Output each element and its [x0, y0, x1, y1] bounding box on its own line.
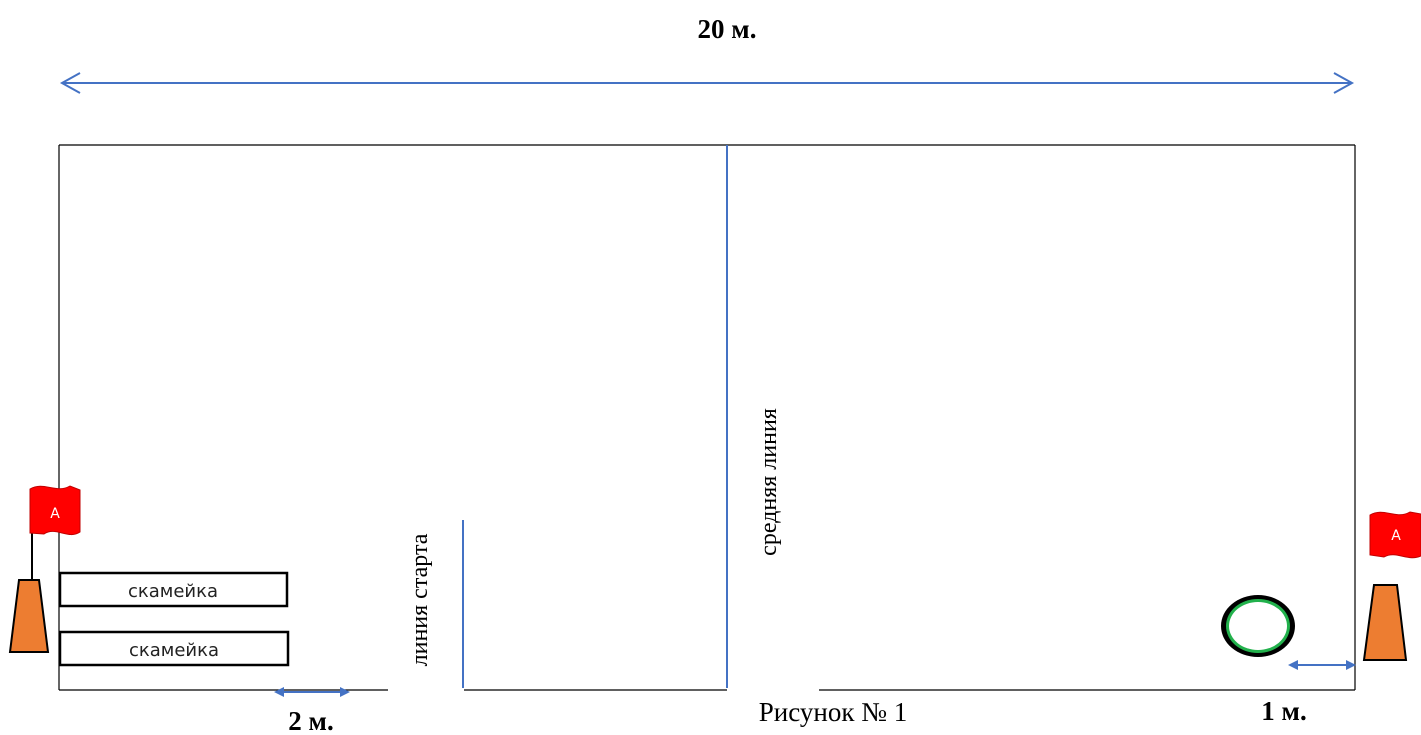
- flag-icon: А: [1369, 511, 1421, 559]
- field-border: [58, 144, 1356, 691]
- bench: скамейка: [58, 571, 289, 608]
- start-line-label: линия старта: [407, 533, 433, 666]
- traffic-cone-icon: [1362, 584, 1408, 661]
- bench-label: скамейка: [128, 581, 218, 602]
- hoop-gap-label: 1 м.: [1261, 696, 1306, 726]
- flag-letter: А: [1391, 528, 1401, 544]
- figure-caption: Рисунок № 1: [759, 697, 907, 727]
- bench-label: скамейка: [129, 640, 219, 661]
- total-length-label: 20 м.: [698, 14, 757, 44]
- bench-gap-arrow: [274, 687, 350, 697]
- total-length-arrow: [59, 72, 1355, 94]
- middle-line-label: средняя линия: [756, 408, 782, 556]
- flag-icon: А: [29, 485, 81, 580]
- bench: скамейка: [58, 630, 290, 667]
- traffic-cone-icon: [8, 579, 50, 653]
- bench-gap-label: 2 м.: [288, 706, 333, 735]
- hoop-icon: [1221, 595, 1295, 657]
- hoop-gap-arrow: [1288, 660, 1356, 670]
- flag-letter: А: [50, 506, 60, 522]
